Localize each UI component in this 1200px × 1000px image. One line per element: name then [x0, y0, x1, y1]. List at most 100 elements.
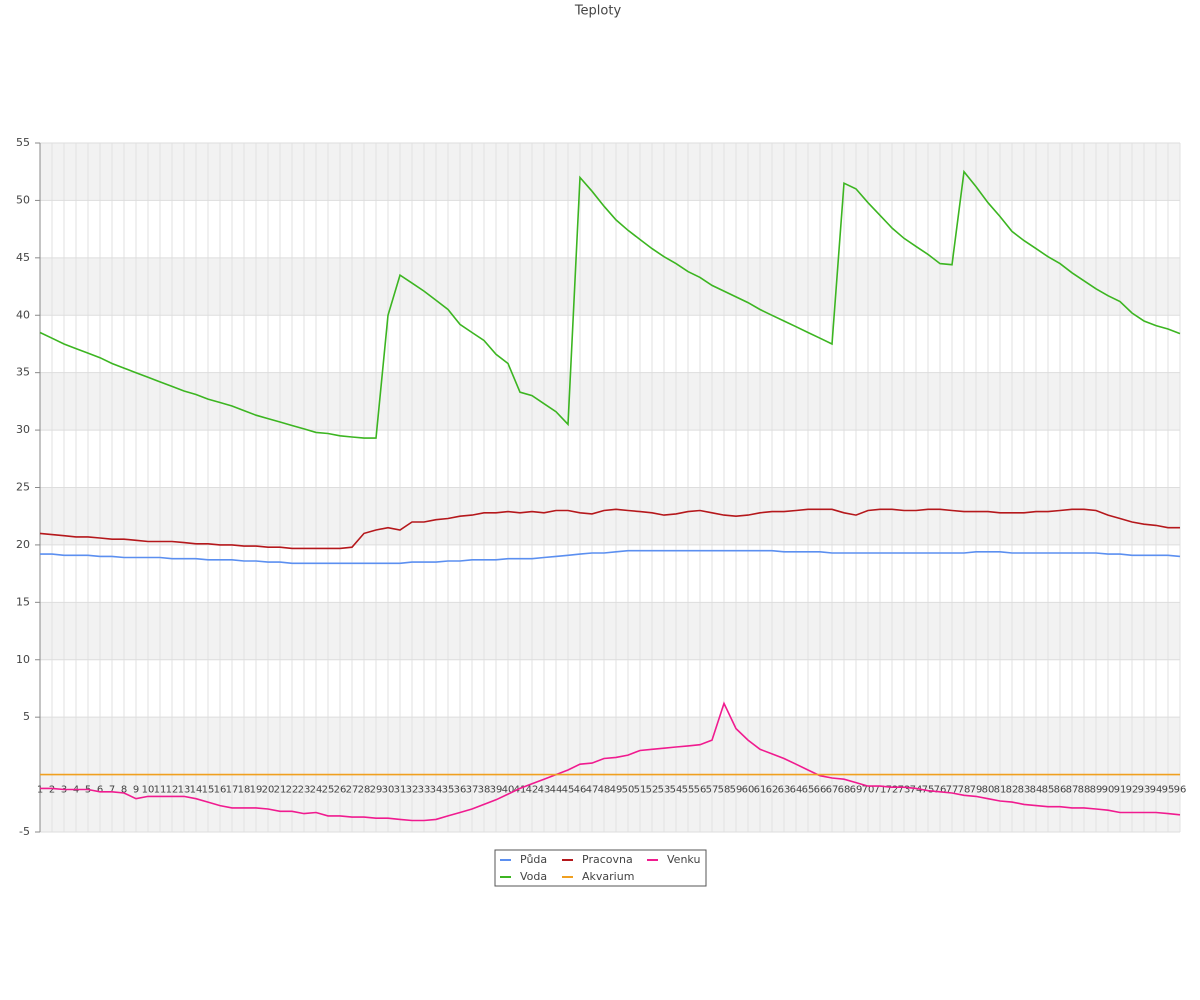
grid-band — [40, 602, 1180, 660]
x-tick-label: 68 — [838, 785, 851, 796]
x-tick-label: 10 — [142, 785, 155, 796]
x-tick-label: 59 — [730, 785, 743, 796]
legend: Půda Pracovna Venku Voda Akvarium — [494, 849, 707, 887]
x-tick-label: 55 — [682, 785, 695, 796]
x-tick-label: 62 — [766, 785, 779, 796]
x-tick-label: 72 — [886, 785, 899, 796]
x-tick-label: 45 — [562, 785, 575, 796]
y-tick-label: 10 — [16, 653, 30, 666]
x-tick-label: 44 — [550, 785, 563, 796]
legend-label: Akvarium — [582, 870, 634, 883]
x-tick-label: 71 — [874, 785, 887, 796]
x-tick-label: 13 — [178, 785, 191, 796]
x-tick-label: 83 — [1018, 785, 1031, 796]
x-tick-label: 82 — [1006, 785, 1019, 796]
x-tick-label: 77 — [946, 785, 959, 796]
x-tick-label: 78 — [958, 785, 971, 796]
legend-label: Venku — [667, 853, 700, 866]
x-tick-label: 32 — [406, 785, 419, 796]
x-tick-label: 61 — [754, 785, 767, 796]
x-tick-label: 41 — [514, 785, 527, 796]
x-tick-label: 93 — [1138, 785, 1151, 796]
y-tick-label: 40 — [16, 308, 30, 321]
x-tick-label: 52 — [646, 785, 659, 796]
x-tick-label: 49 — [610, 785, 623, 796]
x-tick-label: 38 — [478, 785, 491, 796]
x-tick-label: 36 — [454, 785, 467, 796]
x-tick-label: 80 — [982, 785, 995, 796]
legend-box — [494, 849, 707, 887]
y-tick-label: 20 — [16, 538, 30, 551]
x-tick-label: 50 — [622, 785, 635, 796]
grid-band — [40, 257, 1180, 316]
x-tick-label: 23 — [298, 785, 311, 796]
x-tick-label: 86 — [1054, 785, 1067, 796]
x-tick-label: 21 — [274, 785, 287, 796]
x-tick-label: 84 — [1030, 785, 1043, 796]
x-tick-label: 64 — [790, 785, 803, 796]
x-tick-label: 47 — [586, 785, 599, 796]
x-tick-label: 1 — [37, 785, 43, 796]
x-tick-label: 90 — [1102, 785, 1115, 796]
x-tick-label: 33 — [418, 785, 431, 796]
x-tick-label: 96 — [1174, 785, 1187, 796]
grid-band — [40, 143, 1180, 201]
x-tick-label: 92 — [1126, 785, 1139, 796]
x-tick-label: 26 — [334, 785, 347, 796]
y-tick-label: 5 — [23, 710, 30, 723]
x-tick-label: 46 — [574, 785, 587, 796]
x-tick-label: 14 — [190, 785, 203, 796]
x-tick-label: 91 — [1114, 785, 1127, 796]
series-line — [40, 701, 1181, 822]
series-line — [39, 169, 1181, 439]
x-tick-label: 76 — [934, 785, 947, 796]
x-tick-label: 56 — [694, 785, 707, 796]
x-tick-label: 15 — [202, 785, 215, 796]
x-tick-label: 16 — [214, 785, 227, 796]
x-tick-label: 2 — [49, 785, 55, 796]
x-tick-label: 43 — [538, 785, 551, 796]
y-tick-label: 15 — [16, 595, 30, 608]
x-tick-label: 88 — [1078, 785, 1091, 796]
x-tick-label: 22 — [286, 785, 299, 796]
x-tick-label: 69 — [850, 785, 863, 796]
x-tick-label: 35 — [442, 785, 455, 796]
x-tick-label: 20 — [262, 785, 275, 796]
x-tick-label: 73 — [898, 785, 911, 796]
x-tick-label: 54 — [670, 785, 683, 796]
x-tick-label: 79 — [970, 785, 983, 796]
x-tick-label: 30 — [382, 785, 395, 796]
x-tick-label: 39 — [490, 785, 503, 796]
x-tick-label: 6 — [97, 785, 103, 796]
x-tick-label: 70 — [862, 785, 875, 796]
x-tick-label: 48 — [598, 785, 611, 796]
x-tick-label: 63 — [778, 785, 791, 796]
x-tick-label: 51 — [634, 785, 647, 796]
x-tick-label: 31 — [394, 785, 407, 796]
series-line — [40, 549, 1181, 565]
x-tick-label: 87 — [1066, 785, 1079, 796]
x-tick-label: 18 — [238, 785, 251, 796]
y-tick-label: 35 — [16, 366, 30, 379]
x-tick-label: 27 — [346, 785, 359, 796]
x-tick-label: 37 — [466, 785, 479, 796]
x-tick-label: 58 — [718, 785, 731, 796]
legend-label: Voda — [520, 870, 547, 883]
x-tick-label: 29 — [370, 785, 383, 796]
legend-label: Pracovna — [582, 853, 633, 866]
x-tick-label: 57 — [706, 785, 719, 796]
x-tick-label: 65 — [802, 785, 815, 796]
x-tick-label: 8 — [121, 785, 127, 796]
x-tick-label: 12 — [166, 785, 179, 796]
y-tick-label: 50 — [16, 193, 30, 206]
x-tick-label: 95 — [1162, 785, 1175, 796]
x-tick-label: 94 — [1150, 785, 1163, 796]
x-tick-label: 81 — [994, 785, 1007, 796]
grid-band — [40, 487, 1180, 545]
x-tick-label: 24 — [310, 785, 323, 796]
x-tick-label: 19 — [250, 785, 263, 796]
y-tick-label: -5 — [19, 825, 30, 838]
x-tick-label: 11 — [154, 785, 167, 796]
x-tick-label: 25 — [322, 785, 335, 796]
